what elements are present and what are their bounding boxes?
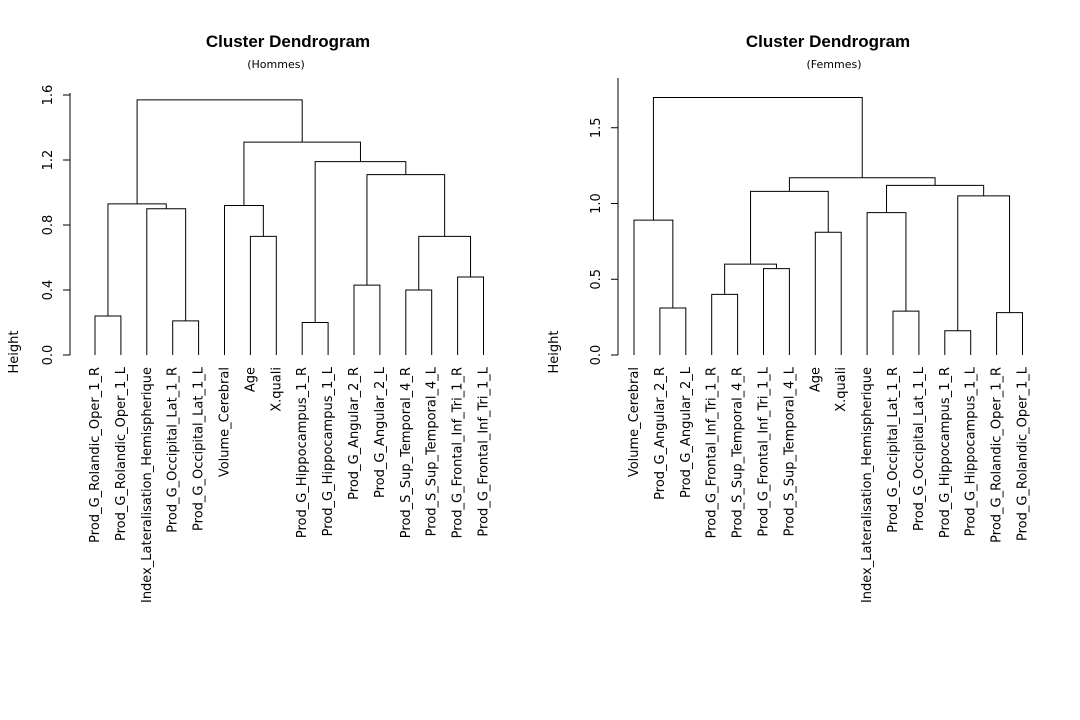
dendrogram-branch <box>405 289 433 355</box>
leaf-label: Prod_G_Angular_2_R <box>653 367 668 500</box>
chart-subtitle: (Femmes) <box>806 58 861 71</box>
leaf-label: Age <box>808 367 823 392</box>
dendrogram-branch <box>314 161 407 323</box>
leaf-label: Prod_G_Hippocampus_1_R <box>938 367 953 538</box>
y-tick-label: 0.4 <box>41 280 56 301</box>
leaf-label: Volume_Cerebral <box>218 367 233 477</box>
dendrogram-branch <box>886 184 985 213</box>
y-tick-label: 1.2 <box>41 150 56 171</box>
y-axis-ticks: 0.0 0.4 0.8 1.2 1.6 <box>41 85 70 366</box>
y-axis-label: Height <box>547 331 562 374</box>
dendrogram-branch <box>301 322 329 355</box>
dendrogram-branch <box>366 174 446 286</box>
dendrogram-branch <box>659 307 687 355</box>
leaf-label: Prod_G_Frontal_Inf_Tri_1_R <box>705 367 720 538</box>
y-tick-label: 0.8 <box>41 215 56 236</box>
dendrogram-branches <box>94 99 484 355</box>
dendrogram-branch <box>763 268 790 355</box>
leaf-label: Prod_G_Occipital_Lat_1_R <box>166 367 181 533</box>
y-tick-label: 1.6 <box>41 85 56 106</box>
leaf-label: Prod_G_Rolandic_Oper_1_R <box>990 367 1005 543</box>
leaf-labels: Prod_G_Rolandic_Oper_1_R Prod_G_Rolandic_… <box>88 366 492 603</box>
dendrogram-branch <box>146 208 187 355</box>
leaf-label: Index_Lateralisation_Hemispherique <box>140 367 155 603</box>
leaf-label: Prod_S_Sup_Temporal_4_R <box>731 367 746 538</box>
leaf-labels: Volume_Cerebral Prod_G_Angular_2_R Prod_G_… <box>627 366 1031 603</box>
dendrogram-branch <box>788 177 936 192</box>
leaf-label: Prod_G_Rolandic_Oper_1_R <box>88 367 103 543</box>
leaf-label: Prod_G_Frontal_Inf_Tri_1_L <box>477 366 492 536</box>
chart-title: Cluster Dendrogram <box>746 32 910 51</box>
leaf-label: Volume_Cerebral <box>627 367 642 477</box>
dendrogram-branch <box>944 330 972 355</box>
dendrogram-branch <box>249 235 277 355</box>
leaf-label: Age <box>243 367 258 392</box>
dendrogram-branch <box>892 310 920 355</box>
y-tick-label: 0.0 <box>41 345 56 366</box>
y-tick-label: 1.0 <box>589 193 604 214</box>
dendrogram-branch <box>866 212 907 355</box>
leaf-label: Prod_G_Angular_2_L <box>679 366 694 498</box>
leaf-label: Prod_S_Sup_Temporal_4_L <box>782 366 797 536</box>
y-axis-ticks: 0.0 0.5 1.0 1.5 <box>589 117 618 365</box>
dendrogram-branch <box>107 203 167 316</box>
leaf-label: Prod_G_Hippocampus_1_R <box>295 367 310 538</box>
chart-title: Cluster Dendrogram <box>206 32 370 51</box>
y-tick-label: 1.5 <box>589 117 604 138</box>
chart-subtitle: (Hommes) <box>247 58 305 71</box>
leaf-label: X.quali <box>834 367 849 412</box>
dendrogram-branch <box>418 235 472 290</box>
dendrogram-branch <box>996 312 1023 355</box>
dendrogram-branch <box>172 320 200 355</box>
dendrogram-panel-femmes: Cluster Dendrogram (Femmes) Height 0.00.… <box>547 32 1031 603</box>
leaf-label: Prod_S_Sup_Temporal_4_R <box>399 367 414 538</box>
y-tick-label: 0.0 <box>589 345 604 366</box>
leaf-label: Prod_G_Hippocampus_1_L <box>964 366 979 536</box>
y-tick-label: 0.5 <box>589 269 604 290</box>
leaf-label: Prod_S_Sup_Temporal_4_L <box>425 366 440 536</box>
dendrogram-branch <box>243 141 361 206</box>
leaf-label: X.quali <box>269 367 284 412</box>
leaf-label: Prod_G_Occipital_Lat_1_L <box>192 366 207 531</box>
leaf-label: Prod_G_Rolandic_Oper_1_L <box>1016 366 1031 541</box>
dendrogram-branch <box>957 195 1011 331</box>
dendrogram-branch <box>750 190 829 265</box>
leaf-label: Prod_G_Angular_2_L <box>373 366 388 498</box>
dendrogram-branch <box>814 231 842 355</box>
dendrogram-branch <box>94 315 122 355</box>
leaf-label: Prod_G_Angular_2_R <box>347 367 362 500</box>
dendrogram-branch <box>652 96 863 221</box>
leaf-label: Prod_G_Occipital_Lat_1_R <box>886 367 901 533</box>
dendrogram-branch <box>353 284 381 355</box>
dendrogram-branches <box>633 96 1023 355</box>
dendrogram-branch <box>633 219 674 355</box>
dendrogram-branch <box>457 276 484 355</box>
leaf-label: Prod_G_Occipital_Lat_1_L <box>912 366 927 531</box>
leaf-label: Prod_G_Rolandic_Oper_1_L <box>114 366 129 541</box>
leaf-label: Prod_G_Hippocampus_1_L <box>321 366 336 536</box>
leaf-label: Prod_G_Frontal_Inf_Tri_1_R <box>451 367 466 538</box>
dendrogram-branch <box>711 293 739 355</box>
dendrogram-branch <box>136 99 303 204</box>
leaf-label: Index_Lateralisation_Hemispherique <box>860 367 875 603</box>
leaf-label: Prod_G_Frontal_Inf_Tri_1_L <box>757 366 772 536</box>
dendrogram-panel-hommes: Cluster Dendrogram (Hommes) Height 0.00.… <box>7 32 492 603</box>
dendrogram-branch <box>224 205 264 355</box>
y-axis-label: Height <box>7 331 22 374</box>
